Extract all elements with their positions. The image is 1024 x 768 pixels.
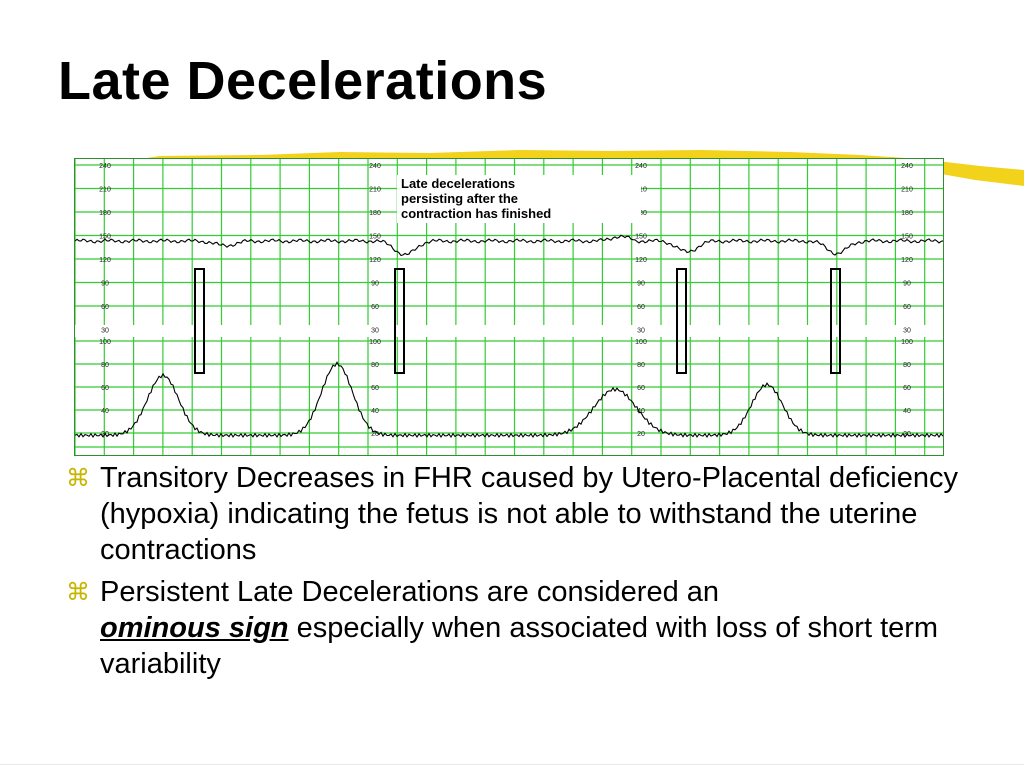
command-key-icon: ⌘ [66, 578, 90, 606]
uc-tick-label: 60 [101, 385, 109, 392]
annotation-line: Late decelerations [401, 176, 515, 191]
fhr-tick-label: 90 [637, 281, 645, 288]
uc-tick-label: 40 [371, 408, 379, 415]
fhr-tick-label: 180 [99, 210, 111, 217]
fhr-tick-label: 60 [371, 304, 379, 311]
uc-tick-label: 60 [637, 385, 645, 392]
fhr-tick-label: 150 [901, 234, 913, 241]
late-deceleration-marker [394, 268, 405, 374]
uc-tick-label: 80 [903, 362, 911, 369]
fhr-tick-label: 150 [99, 234, 111, 241]
fhr-trace [75, 234, 943, 257]
fhr-tick-label: 150 [369, 234, 381, 241]
fhr-tick-label: 210 [635, 187, 647, 194]
fhr-tick-label: 30 [637, 328, 645, 335]
fhr-tick-label: 180 [635, 210, 647, 217]
fhr-tick-label: 240 [369, 163, 381, 170]
fhr-tick-label: 120 [99, 257, 111, 264]
uc-tick-label: 40 [903, 408, 911, 415]
fhr-tick-label: 90 [371, 281, 379, 288]
uc-tick-label: 100 [369, 339, 381, 346]
fhr-tick-label: 210 [901, 187, 913, 194]
fhr-tick-label: 180 [901, 210, 913, 217]
late-deceleration-marker [830, 268, 841, 374]
slide-title: Late Decelerations [58, 51, 548, 111]
uc-tick-label: 80 [371, 362, 379, 369]
fhr-tick-label: 120 [635, 257, 647, 264]
fhr-tick-label: 30 [101, 328, 109, 335]
uc-tick-label: 60 [903, 385, 911, 392]
uc-tick-label: 20 [637, 431, 645, 438]
command-key-icon: ⌘ [66, 464, 90, 492]
uc-tick-label: 80 [637, 362, 645, 369]
panel-separator [75, 325, 943, 337]
uc-trace [75, 361, 943, 439]
fhr-tick-label: 30 [903, 328, 911, 335]
uc-tick-label: 20 [371, 431, 379, 438]
fhr-tick-label: 60 [637, 304, 645, 311]
bullet-item-2: ⌘ Persistent Late Decelerations are cons… [64, 574, 964, 682]
uc-tick-label: 100 [99, 339, 111, 346]
fhr-tick-label: 90 [101, 281, 109, 288]
fhr-tick-label: 150 [635, 234, 647, 241]
emphasis-ominous-sign: ominous sign [100, 612, 289, 644]
fhr-tick-label: 240 [901, 163, 913, 170]
annotation-line: persisting after the [401, 191, 518, 206]
bullet-text: Transitory Decreases in FHR caused by Ut… [100, 462, 958, 566]
fhr-tick-label: 30 [371, 328, 379, 335]
uc-tick-label: 100 [901, 339, 913, 346]
uc-tick-label: 60 [371, 385, 379, 392]
fhr-tick-label: 180 [369, 210, 381, 217]
fhr-tick-label: 90 [903, 281, 911, 288]
bullet-list: ⌘ Transitory Decreases in FHR caused by … [64, 460, 964, 688]
fhr-tick-label: 240 [99, 163, 111, 170]
fhr-tick-label: 240 [635, 163, 647, 170]
late-deceleration-marker [194, 268, 205, 374]
fhr-strip: 240 210 180 150 120 90 60 30 100 80 60 40 20 240 210 18… [74, 158, 944, 456]
fhr-tick-label: 210 [369, 187, 381, 194]
annotation-line: contraction has finished [401, 206, 551, 221]
fhr-tick-label: 60 [903, 304, 911, 311]
uc-tick-label: 80 [101, 362, 109, 369]
fhr-tick-label: 210 [99, 187, 111, 194]
uc-tick-label: 100 [635, 339, 647, 346]
fhr-tick-label: 60 [101, 304, 109, 311]
footer-divider [0, 764, 1024, 765]
fhr-tick-label: 120 [369, 257, 381, 264]
uc-tick-label: 40 [101, 408, 109, 415]
late-deceleration-marker [676, 268, 687, 374]
annotation-background [397, 175, 641, 223]
uc-tick-label: 40 [637, 408, 645, 415]
bullet-text-before: Persistent Late Decelerations are consid… [100, 576, 720, 608]
bullet-item-1: ⌘ Transitory Decreases in FHR caused by … [64, 460, 964, 568]
bullet-text-after: especially when associated with loss of … [100, 612, 939, 680]
fhr-tick-label: 120 [901, 257, 913, 264]
fetal-monitor-strip: 240 210 180 150 120 90 60 30 100 80 60 40 20 240 210 18… [75, 159, 943, 455]
